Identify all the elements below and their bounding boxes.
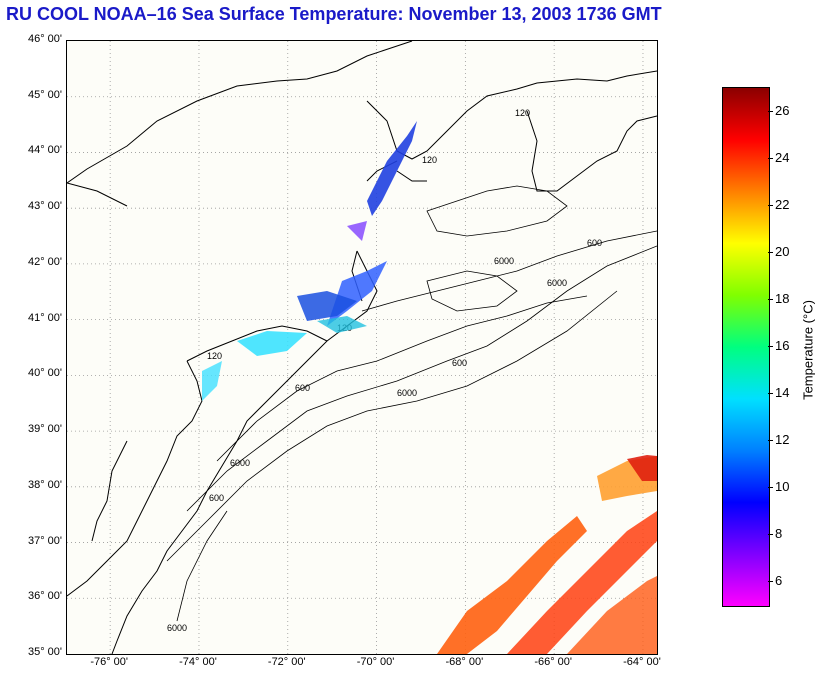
latitude-label: 36° 00' (27, 590, 62, 603)
contour-label-6000: 6000 (397, 388, 417, 398)
latitude-label: 40° 00' (27, 367, 62, 380)
longitude-label: -64° 00' (623, 656, 661, 668)
contour-label-120: 120 (515, 108, 530, 118)
colorbar-tick-label: 24 (775, 149, 790, 165)
latitude-label: 37° 00' (27, 534, 62, 547)
colorbar-tick-mark (768, 393, 773, 395)
longitude-label: -68° 00' (445, 656, 484, 668)
colorbar-tick-mark (768, 251, 773, 253)
contour-label-6000: 6000 (547, 278, 567, 288)
map-canvas: 120 120 120 120 600 600 600 600 6000 600… (67, 41, 657, 654)
latitude-label: 42° 00' (27, 255, 62, 268)
colorbar-tick-mark (768, 298, 773, 300)
latitude-label: 35° 00' (27, 646, 62, 658)
colorbar-tick-mark (768, 110, 773, 112)
colorbar-tick-label: 6 (775, 573, 783, 589)
longitude-label: -66° 00' (534, 656, 573, 668)
coastline (67, 41, 657, 654)
colorbar-tick-mark (768, 581, 773, 583)
longitude-label: -72° 00' (267, 656, 306, 668)
colorbar-tick-label: 12 (775, 432, 790, 448)
colorbar-tick-label: 14 (775, 385, 790, 401)
colorbar-tick-label: 16 (775, 338, 790, 353)
contour-label-600: 600 (587, 238, 602, 248)
colorbar-label: Temperature (°C) (800, 300, 816, 400)
sst-warm-patches (437, 455, 657, 654)
longitude-label: -76° 00' (90, 656, 129, 668)
colorbar-tick-mark (768, 534, 773, 536)
sst-map[interactable]: 120 120 120 120 600 600 600 600 6000 600… (66, 40, 658, 655)
graticule (67, 41, 657, 654)
colorbar-tick-label: 8 (775, 526, 783, 542)
contour-label-600: 600 (295, 383, 310, 393)
colorbar-tick-label: 18 (775, 290, 790, 306)
sst-cold-patches (202, 121, 417, 401)
contour-label-120: 120 (207, 351, 222, 361)
colorbar-tick-label: 22 (775, 196, 790, 212)
contour-label-6000: 6000 (230, 458, 250, 468)
latitude-label: 43° 00' (27, 200, 62, 213)
temperature-colorbar (722, 87, 770, 607)
contour-label-6000: 6000 (494, 256, 514, 266)
contour-label-120: 120 (422, 155, 437, 165)
depth-contours (166, 185, 657, 622)
contour-label-6000: 6000 (167, 623, 187, 633)
latitude-label: 44° 00' (27, 144, 62, 157)
latitude-label: 39° 00' (27, 423, 62, 436)
colorbar-tick-mark (768, 487, 773, 489)
colorbar-tick-mark (768, 440, 773, 442)
colorbar-tick-label: 26 (775, 102, 790, 118)
latitude-label: 38° 00' (27, 478, 62, 491)
latitude-label: 45° 00' (27, 88, 62, 101)
colorbar-tick-label: 20 (775, 243, 790, 259)
latitude-label: 41° 00' (27, 311, 62, 324)
colorbar-tick-label: 10 (775, 479, 790, 495)
colorbar-tick-mark (768, 157, 773, 159)
longitude-label: -70° 00' (356, 656, 395, 668)
longitude-label: -74° 00' (179, 656, 217, 668)
map-title: RU COOL NOAA–16 Sea Surface Temperature:… (6, 4, 662, 24)
colorbar-tick-mark (768, 204, 773, 206)
colorbar-tick-mark (768, 346, 773, 347)
contour-label-600: 600 (209, 493, 224, 503)
latitude-label: 46° 00' (27, 33, 62, 45)
contour-label-600: 600 (452, 358, 467, 368)
